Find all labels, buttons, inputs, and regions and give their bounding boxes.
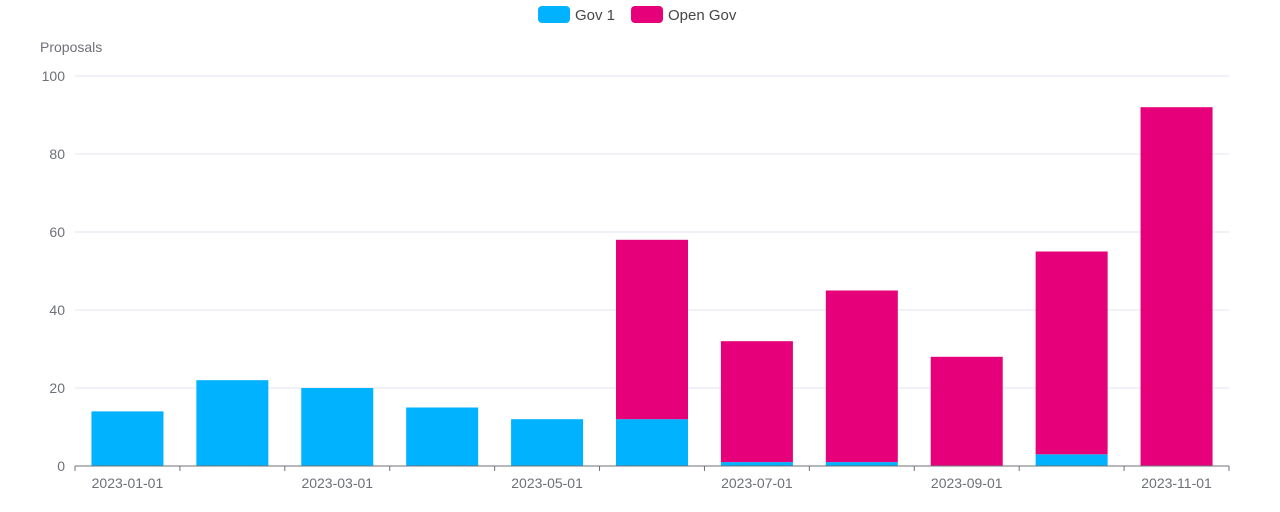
bar-open-gov-2023-10-01[interactable] (1035, 251, 1108, 455)
bar-gov-1-2023-07-01[interactable] (720, 462, 793, 466)
bar-open-gov-2023-07-01[interactable] (720, 341, 793, 463)
x-tick-label: 2023-07-01 (721, 475, 793, 491)
y-tick-label: 0 (57, 458, 65, 474)
x-tick-label: 2023-03-01 (301, 475, 373, 491)
legend-label: Open Gov (668, 7, 737, 24)
y-tick-label: 20 (49, 380, 65, 396)
y-tick-label: 40 (49, 302, 65, 318)
y-axis-ticks: 0 20 40 60 80 100 (42, 68, 66, 474)
bar-gov-1-2023-04-01[interactable] (406, 407, 479, 467)
bars (91, 107, 1213, 467)
bar-open-gov-2023-09-01[interactable] (930, 356, 1003, 466)
legend-swatch (538, 6, 570, 23)
legend[interactable]: Gov 1 Open Gov (538, 6, 737, 24)
legend-label: Gov 1 (575, 7, 615, 24)
bar-gov-1-2023-02-01[interactable] (196, 380, 269, 466)
y-tick-label: 80 (49, 146, 65, 162)
bar-gov-1-2023-08-01[interactable] (825, 462, 898, 466)
y-axis-label: Proposals (40, 39, 102, 55)
legend-item-gov-1[interactable]: Gov 1 (538, 6, 615, 24)
bar-open-gov-2023-08-01[interactable] (825, 290, 898, 463)
bar-open-gov-2023-06-01[interactable] (616, 239, 688, 420)
x-tick-label: 2023-09-01 (931, 475, 1003, 491)
bar-open-gov-2023-11-01[interactable] (1140, 107, 1213, 466)
bar-gov-1-2023-05-01[interactable] (511, 419, 584, 466)
x-tick-label: 2023-01-01 (92, 475, 164, 491)
legend-item-open-gov[interactable]: Open Gov (631, 6, 737, 24)
legend-swatch (631, 6, 663, 23)
x-tick-label: 2023-05-01 (511, 475, 583, 491)
bar-gov-1-2023-01-01[interactable] (91, 411, 164, 466)
x-axis: 2023-01-01 2023-03-01 2023-05-01 2023-07-01… (74, 465, 1230, 491)
y-tick-label: 100 (42, 68, 66, 84)
x-tick-label: 2023-11-01 (1141, 475, 1212, 491)
bar-gov-1-2023-10-01[interactable] (1035, 454, 1108, 466)
bar-gov-1-2023-06-01[interactable] (616, 419, 688, 466)
bar-gov-1-2023-03-01[interactable] (301, 388, 374, 466)
y-tick-label: 60 (49, 224, 65, 240)
